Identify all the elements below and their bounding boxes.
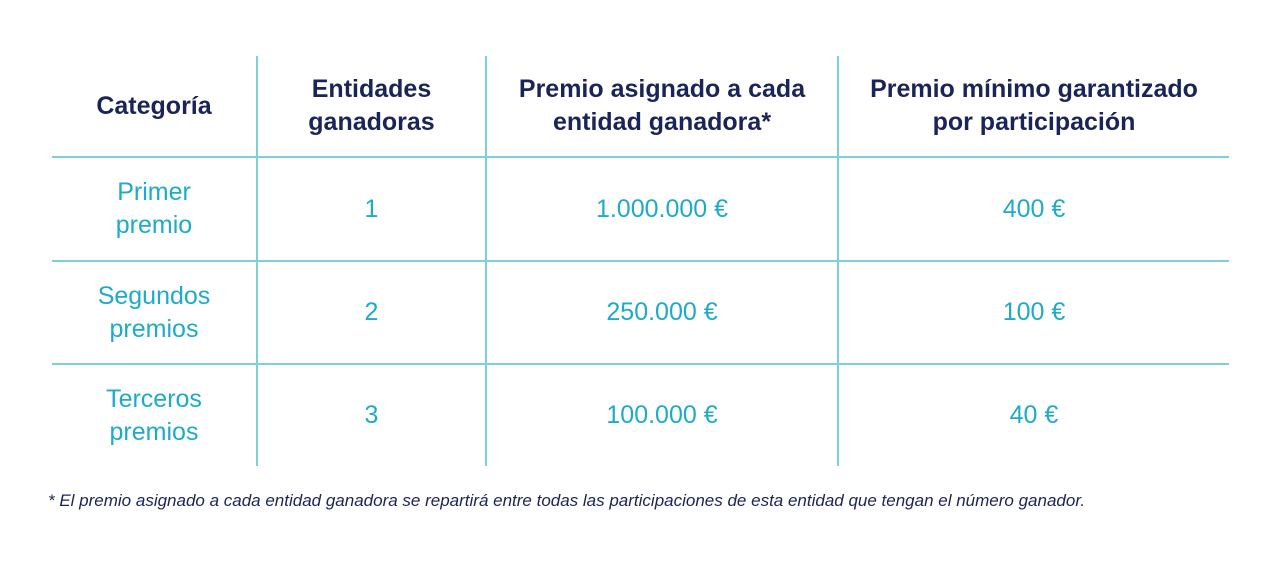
row-primer-premio-asignado: 1.000.000 €: [595, 194, 729, 223]
row-divider: [52, 260, 1229, 262]
row-primer-premio-entidades: 1: [364, 194, 379, 223]
row-segundos-premios-entidades: 2: [364, 298, 379, 326]
row-segundos-premios-minimo: 100 €: [1002, 298, 1066, 326]
header-premio-asignado: Premio asignado a cada entidad ganadora*: [518, 75, 806, 136]
row-segundos-premios-categoria: Segundos premios: [97, 281, 211, 343]
header-entidades-ganadoras: Entidades ganadoras: [308, 75, 435, 136]
prize-table: Categoría Entidades ganadoras Premio asi…: [52, 56, 1229, 466]
row-terceros-premios-asignado: 100.000 €: [606, 401, 718, 429]
row-terceros-premios-entidades: 3: [364, 401, 379, 429]
row-terceros-premios-minimo: 40 €: [1009, 401, 1059, 429]
row-segundos-premios-asignado: 250.000 €: [606, 298, 718, 326]
row-primer-premio-minimo: 400 €: [1002, 194, 1066, 223]
header-premio-minimo: Premio mínimo garantizado por participac…: [870, 75, 1198, 136]
row-primer-premio-categoria: Primer premio: [115, 178, 193, 239]
footnote: * El premio asignado a cada entidad gana…: [48, 491, 1086, 510]
row-terceros-premios-categoria: Terceros premios: [106, 384, 202, 446]
row-divider: [52, 156, 1229, 158]
header-categoria: Categoría: [96, 91, 212, 120]
row-divider: [52, 363, 1229, 365]
